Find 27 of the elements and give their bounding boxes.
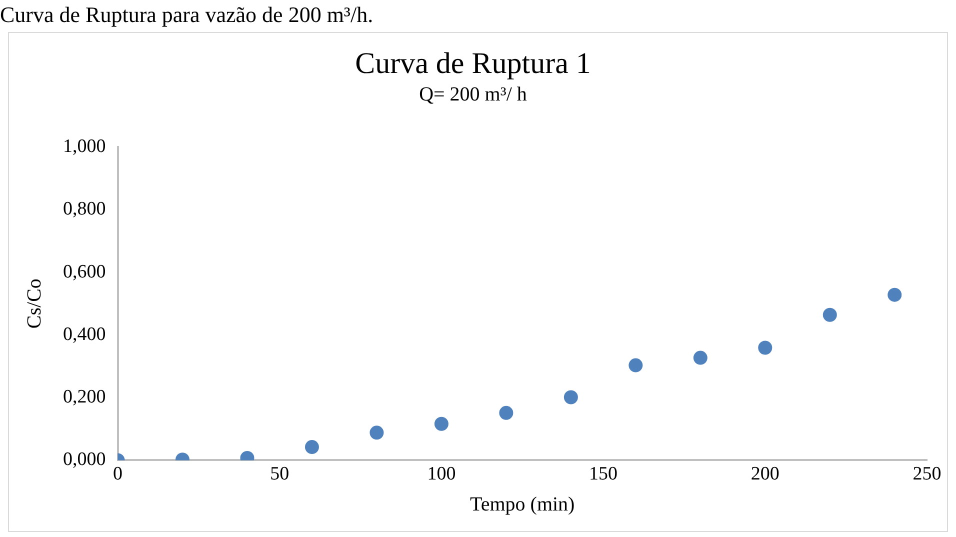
point <box>434 416 448 431</box>
point <box>758 340 772 355</box>
x-tick-label: 150 <box>589 464 618 485</box>
point <box>304 440 319 454</box>
chart-subtitle: Q= 200 m³/ h <box>419 83 527 106</box>
point <box>499 406 514 420</box>
y-tick-label: 1,000 <box>63 136 106 157</box>
point <box>693 350 708 365</box>
y-tick-label: 0,600 <box>63 261 106 282</box>
y-tick-label: 0,200 <box>63 386 106 408</box>
y-tick-label: 0,400 <box>63 324 106 345</box>
point <box>370 426 384 440</box>
x-tick-label: 200 <box>750 464 780 485</box>
point <box>628 358 643 372</box>
point <box>888 288 902 302</box>
y-tick-label: 0,000 <box>63 449 106 470</box>
chart-title: Curva de Ruptura 1 <box>355 46 591 80</box>
point <box>564 390 578 404</box>
point <box>822 308 837 322</box>
text: Curva de Ruptura para vazão de 200 m³/h. <box>0 1 374 29</box>
x-tick-label: 0 <box>113 464 122 485</box>
x-axis-title: Tempo (min) <box>470 493 575 516</box>
x-tick-label: 50 <box>270 464 290 485</box>
y-axis-title: Cs/Co <box>23 278 46 329</box>
y-tick-label: 0,800 <box>63 198 106 220</box>
x-tick-label: 250 <box>912 464 942 485</box>
x-tick-label: 100 <box>427 464 456 485</box>
